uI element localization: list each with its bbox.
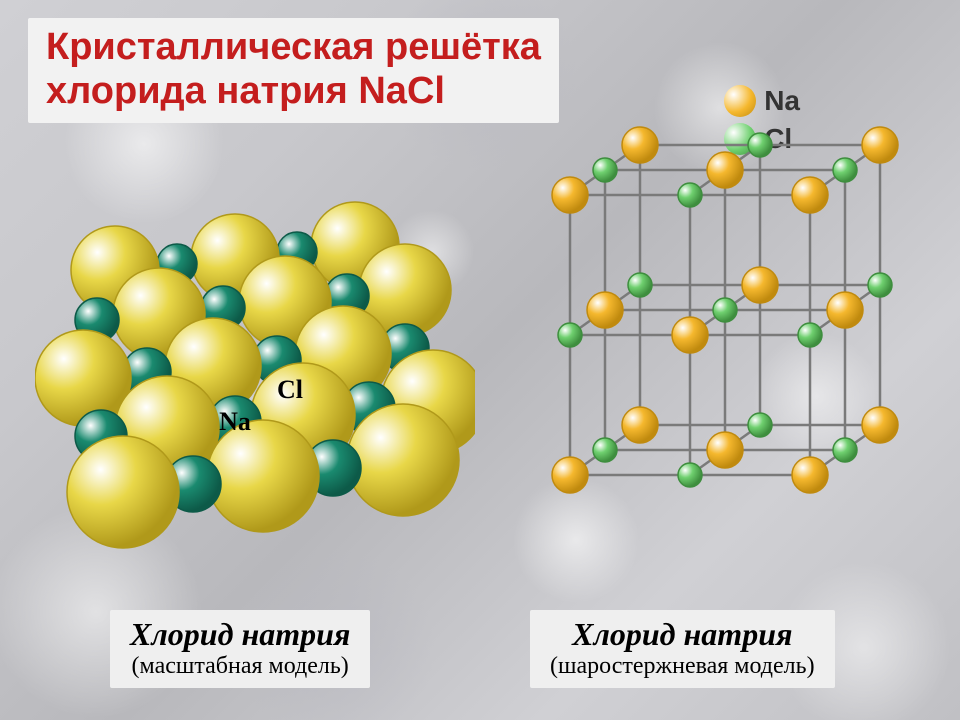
caption-right-sub: (шаростержневая модель) (550, 653, 815, 680)
caption-left-sub: (масштабная модель) (130, 653, 350, 680)
caption-right-title: Хлорид натрия (550, 616, 815, 653)
svg-text:Na: Na (219, 407, 251, 436)
title-line-1: Кристаллическая решётка (46, 26, 541, 70)
ball-stick-model (540, 95, 930, 575)
title-line-2: хлорида натрия NaCl (46, 70, 541, 114)
svg-text:Cl: Cl (277, 375, 303, 404)
space-filling-model: Na Cl (35, 160, 475, 560)
caption-right: Хлорид натрия (шаростержневая модель) (530, 610, 835, 688)
caption-left-title: Хлорид натрия (130, 616, 350, 653)
title-box: Кристаллическая решётка хлорида натрия N… (28, 18, 559, 123)
caption-left: Хлорид натрия (масштабная модель) (110, 610, 370, 688)
